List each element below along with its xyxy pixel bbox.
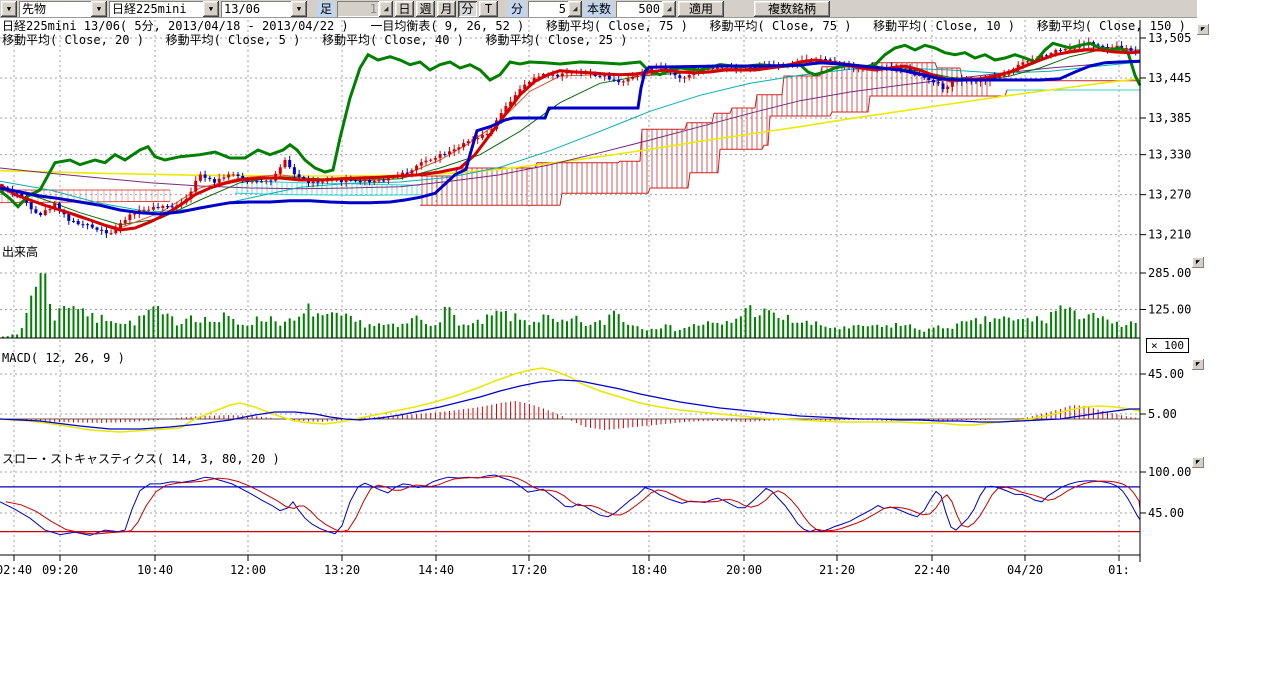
y-axis-label: 100.00 — [1148, 465, 1191, 479]
volume-panel-title: 出来高 — [2, 246, 38, 259]
panel-scale-button[interactable]: ◤ — [1192, 359, 1204, 370]
panel-scale-button[interactable]: ◤ — [1197, 24, 1209, 35]
macd-panel-title: MACD( 12, 26, 9 ) — [2, 352, 125, 365]
chart-legend-row1: 日経225mini 13/06( 5分, 2013/04/18 - 2013/0… — [2, 20, 1186, 33]
y-axis-label: 13,210 — [1148, 228, 1191, 242]
x-axis-label: 01: — [1108, 563, 1130, 577]
chart-legend-row2: 移動平均( Close, 20 ) 移動平均( Close, 5 ) 移動平均(… — [2, 34, 627, 47]
y-axis-label: 125.00 — [1148, 302, 1191, 316]
y-axis-label: 45.00 — [1148, 506, 1184, 520]
y-axis-label: 13,445 — [1148, 71, 1191, 85]
chart-canvas[interactable]: 02:40 09:20 10:40 12:00 13:20 14:40 17:20 18:40… — [0, 0, 1280, 688]
x-axis-label: 04/20 — [1007, 563, 1043, 577]
y-axis-label: 5.00 — [1148, 407, 1177, 421]
panel-scale-button[interactable]: ◤ — [1192, 457, 1204, 468]
moving-averages-thin — [0, 47, 1140, 228]
panel-scale-button[interactable]: ◤ — [1192, 257, 1204, 268]
x-axis-label: 14:40 — [418, 563, 454, 577]
x-axis-label: 09:20 — [42, 563, 78, 577]
application-window: ▼ 先物 ▼ 日経225mini ▼ 13/06 ▼ 足 1 ◢ 日週月分T 分… — [0, 0, 1280, 688]
volume-bars — [0, 273, 1140, 338]
x-axis-label: 22:40 — [914, 563, 950, 577]
x-axis-label: 13:20 — [324, 563, 360, 577]
x-axis-label: 12:00 — [230, 563, 266, 577]
candlestick-series — [2, 37, 1138, 238]
gridlines — [0, 20, 1140, 555]
x-axis-label: 20:00 — [726, 563, 762, 577]
y-axis-label: 45.00 — [1148, 367, 1184, 381]
macd-panel-series — [0, 368, 1140, 432]
stochastics-panel-title: スロー・ストキャスティクス( 14, 3, 80, 20 ) — [2, 453, 280, 466]
y-axis-label: 13,505 — [1148, 31, 1191, 45]
x-axis-label: 02:40 — [0, 563, 32, 577]
y-axis-label: 13,385 — [1148, 111, 1191, 125]
volume-multiplier-badge: × 100 — [1146, 338, 1189, 353]
y-axis-label: 13,330 — [1148, 148, 1191, 162]
x-axis-label: 10:40 — [137, 563, 173, 577]
stochastics-panel-series — [0, 475, 1140, 535]
x-axis-label: 18:40 — [631, 563, 667, 577]
y-axis-label: 13,270 — [1148, 188, 1191, 202]
x-axis-label: 21:20 — [819, 563, 855, 577]
x-axis-label: 17:20 — [511, 563, 547, 577]
y-axis-label: 285.00 — [1148, 266, 1191, 280]
